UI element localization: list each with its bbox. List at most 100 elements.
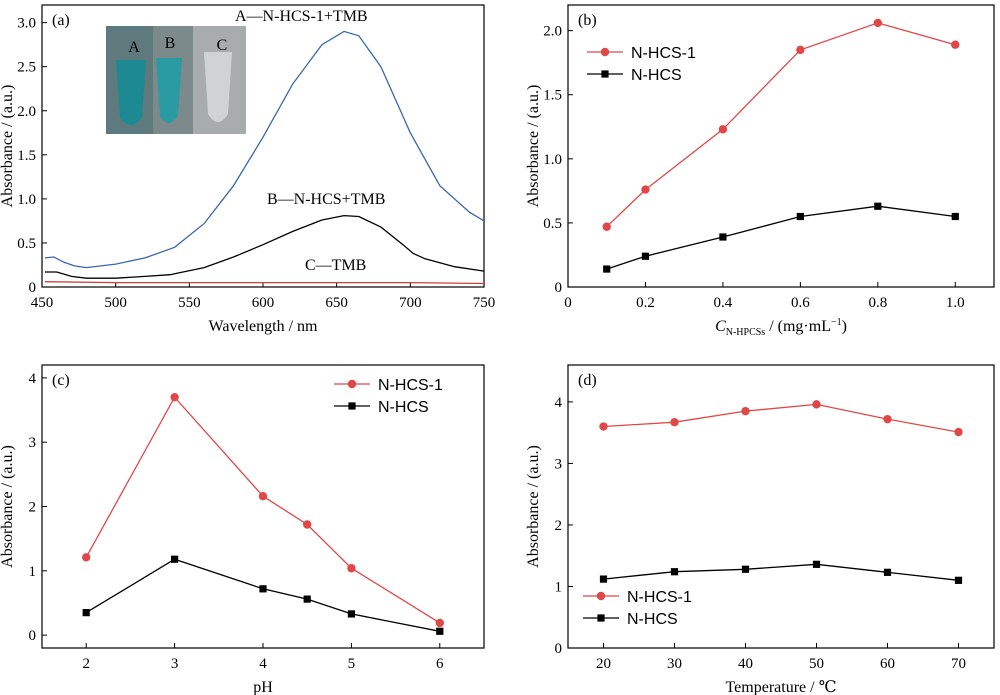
data-point	[812, 400, 821, 409]
x-tick-label: 50	[809, 656, 824, 672]
legend: N-HCS-1 N-HCS	[334, 377, 443, 416]
data-point	[812, 560, 821, 568]
panel-label: (b)	[578, 12, 597, 29]
x-tick-label: 3	[171, 656, 179, 672]
x-tick-label: 30	[667, 656, 682, 672]
y-tick-label: 1	[29, 564, 37, 580]
plot-frame	[567, 364, 995, 649]
x-tick-label: 700	[399, 295, 422, 311]
x-tick-label: 450	[31, 295, 54, 311]
chart-panel-1: 450 500 550 600 650 700 750 0 0.5 1.0 1.5 2.0 2.5 3.0…	[0, 4, 496, 335]
x-tick-label: 0.4	[714, 295, 733, 311]
legend-marker	[600, 47, 610, 57]
data-point	[82, 609, 90, 617]
data-point	[171, 555, 179, 563]
data-point	[602, 222, 611, 231]
data-point	[347, 610, 355, 618]
x-tick-label: 0	[564, 295, 572, 311]
data-point	[603, 265, 611, 273]
annotation-a: A—N-HCS-1+TMB	[235, 8, 368, 25]
series-line-2	[44, 214, 485, 279]
data-point	[954, 576, 963, 584]
y-tick-label: 0	[29, 628, 37, 644]
inset-label-a: A	[128, 39, 140, 56]
y-tick-label: 1.0	[17, 192, 36, 208]
data-point	[796, 45, 805, 55]
chart-panel-3: 2 3 4 5 6 0 1 2 3 4 Absorbance / (a.u.) pH (c) N-HCS-…	[0, 364, 485, 695]
data-point	[303, 520, 312, 529]
y-tick-label: 0.5	[17, 236, 36, 252]
data-point	[951, 212, 959, 221]
x-axis-label: CN-HPCSs / (mg·mL−1)	[715, 317, 847, 338]
data-point	[259, 585, 267, 593]
series-line-1	[603, 403, 959, 433]
x-tick-label: 0.8	[868, 295, 887, 311]
data-point	[741, 406, 750, 416]
y-tick-label: 4	[555, 395, 563, 411]
y-tick-label: 2.0	[543, 24, 562, 40]
legend-label: N-HCS-1	[627, 589, 692, 606]
x-tick-label: 6	[436, 656, 444, 672]
legend: N-HCS-1 N-HCS	[587, 45, 696, 84]
panel-label: (c)	[52, 372, 70, 389]
x-tick-label: 750	[473, 295, 496, 311]
y-tick-label: 1.0	[543, 152, 562, 168]
y-tick-label: 1.5	[543, 88, 562, 104]
x-tick-label: 4	[259, 656, 267, 672]
legend-marker	[596, 591, 606, 601]
y-tick-label: 3.0	[17, 16, 36, 32]
y-axis-label: Absorbance / (a.u.)	[525, 85, 542, 208]
legend-marker	[597, 614, 605, 622]
y-tick-label: 1	[555, 579, 563, 595]
data-point	[883, 414, 892, 424]
data-point	[435, 618, 444, 628]
series-line-1	[85, 396, 441, 624]
y-tick-label: 0	[555, 280, 563, 296]
annotation-b: B—N-HCS+TMB	[267, 191, 385, 208]
x-tick-label: 0.2	[636, 295, 655, 311]
x-tick-label: 2	[82, 656, 90, 672]
x-tick-label: 5	[348, 656, 356, 672]
inset-label-c: C	[217, 37, 228, 54]
y-tick-label: 2.0	[17, 104, 36, 120]
data-point	[670, 418, 679, 427]
x-tick-label: 40	[738, 656, 753, 672]
data-point	[641, 252, 650, 260]
data-point	[719, 233, 727, 241]
y-tick-label: 3	[29, 435, 37, 451]
legend-label: N-HCS-1	[631, 45, 696, 62]
series-line-2	[85, 558, 440, 632]
chart-panel-4: 20 30 40 50 60 70 0 1 2 3 4 Absorbance / (a.u.) Temp…	[525, 364, 995, 695]
x-tick-label: 70	[951, 656, 966, 672]
y-tick-label: 2.5	[17, 60, 36, 76]
legend-label: N-HCS	[378, 399, 429, 416]
panel-label: (a)	[52, 12, 70, 29]
tube-b	[156, 58, 182, 123]
y-tick-label: 0.5	[543, 216, 562, 232]
y-tick-label: 3	[555, 456, 563, 472]
data-point	[258, 492, 268, 501]
series-line-2	[606, 205, 956, 270]
legend: N-HCS-1 N-HCS	[583, 589, 692, 628]
data-point	[599, 422, 608, 431]
plot-frame	[567, 4, 995, 288]
data-point	[718, 125, 728, 134]
data-point	[436, 627, 444, 635]
legend-marker	[348, 402, 356, 410]
data-point	[670, 568, 679, 576]
data-point	[347, 564, 356, 573]
data-point	[873, 18, 883, 28]
y-tick-label: 4	[29, 371, 37, 387]
y-tick-label: 0	[555, 641, 563, 657]
panel-label: (d)	[578, 372, 597, 389]
y-tick-label: 1.5	[17, 148, 36, 164]
data-point	[874, 202, 882, 210]
series-line-1	[606, 22, 956, 228]
legend-label: N-HCS-1	[378, 377, 443, 394]
chart-panel-2: 0 0.2 0.4 0.6 0.8 1.0 0 0.5 1.0 1.5 2.0 Absorbance …	[525, 4, 995, 338]
y-axis-label: Absorbance / (a.u.)	[0, 445, 16, 568]
data-point	[951, 40, 960, 49]
x-axis-label: pH	[253, 679, 273, 695]
data-point	[796, 212, 804, 221]
